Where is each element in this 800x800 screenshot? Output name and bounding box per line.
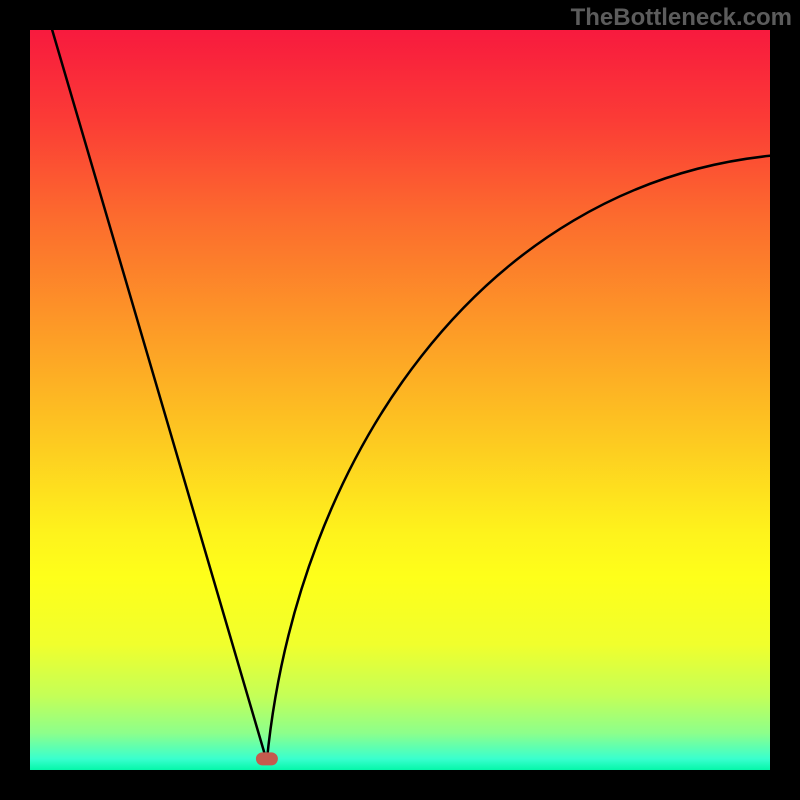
watermark-text: TheBottleneck.com [571,4,792,32]
bottleneck-curve [30,30,770,770]
plot-area [30,30,770,770]
minimum-marker [256,752,278,765]
